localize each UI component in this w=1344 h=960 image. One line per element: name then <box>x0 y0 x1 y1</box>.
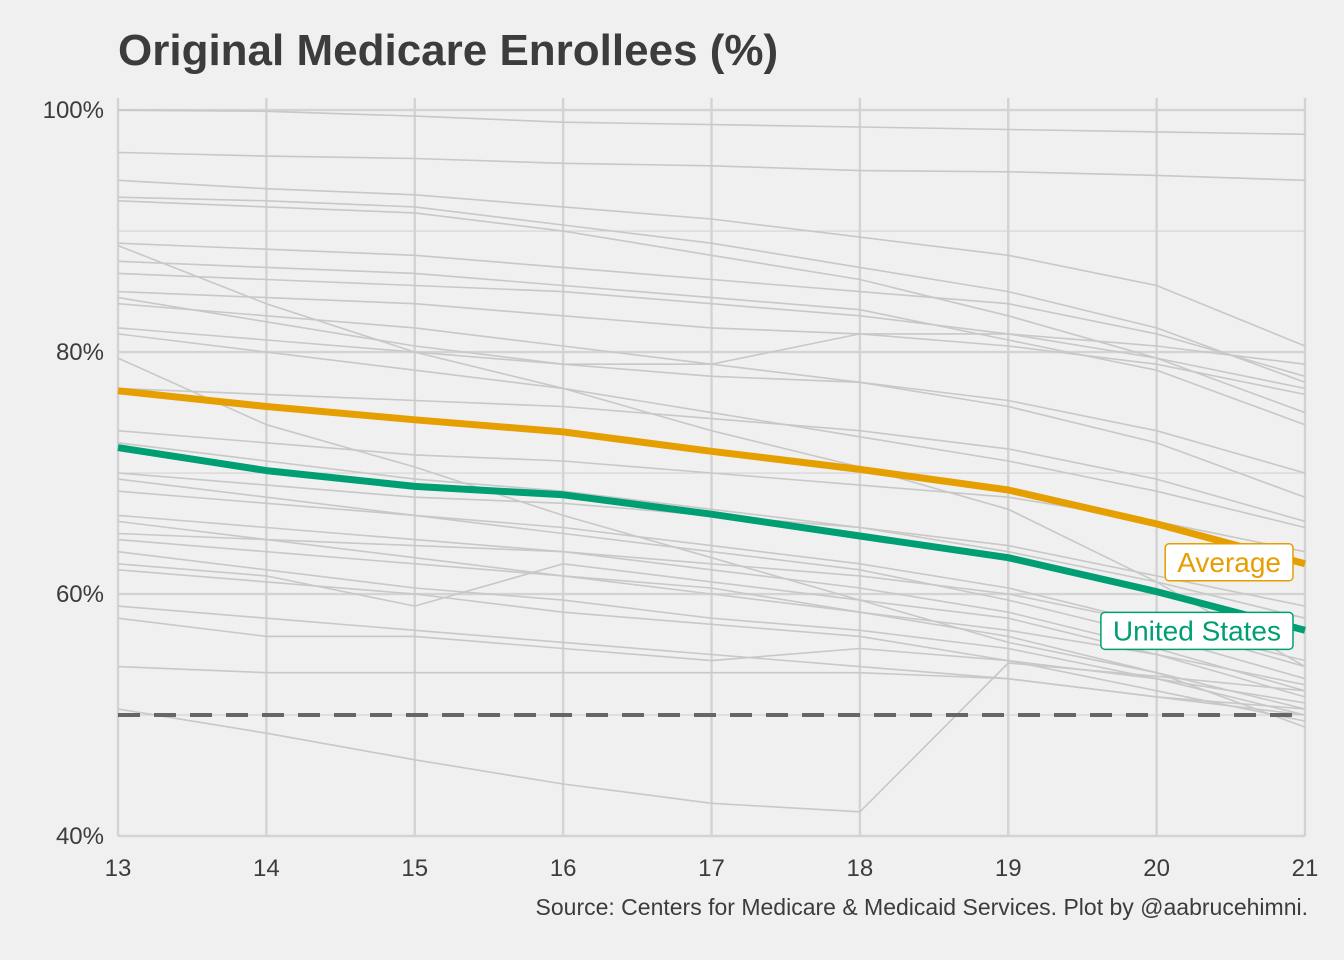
x-tick-label: 17 <box>698 855 725 882</box>
series-line <box>117 272 1306 390</box>
x-tick-label: 13 <box>105 855 132 882</box>
series-line <box>117 569 1306 722</box>
series-label-box <box>1100 611 1294 651</box>
series-line <box>117 290 1306 396</box>
x-tick-label: 19 <box>995 855 1022 882</box>
series-line <box>117 357 1306 728</box>
chart-source: Source: Centers for Medicare & Medicaid … <box>535 894 1308 920</box>
y-tick-label: 100% <box>43 97 104 124</box>
series-line <box>117 327 1306 365</box>
series-line <box>117 200 1306 414</box>
highlight-series-line <box>117 444 1306 634</box>
series-line <box>117 520 1306 710</box>
series-line <box>117 196 1306 384</box>
axes: 40% 60% 80% 100% 13 14 15 16 17 18 19 20 21 <box>43 97 1319 882</box>
series-line <box>117 550 1306 716</box>
series-line <box>117 151 1306 182</box>
series-label: United States <box>1113 615 1281 646</box>
series-line <box>117 387 1306 523</box>
x-tick-label: 18 <box>847 855 874 882</box>
series-label-box <box>1164 543 1294 582</box>
series-label: Average <box>1177 547 1281 578</box>
highlight-series-line <box>117 387 1306 568</box>
x-tick-label: 16 <box>550 855 577 882</box>
x-tick-label: 14 <box>253 855 280 882</box>
series-line <box>117 260 1306 426</box>
series-line <box>117 665 1306 710</box>
series-line <box>117 109 1306 136</box>
y-tick-label: 40% <box>56 823 104 850</box>
highlight-series <box>117 387 1306 634</box>
x-tick-label: 15 <box>401 855 428 882</box>
chart-title: Original Medicare Enrollees (%) <box>118 26 779 75</box>
x-tick-label: 20 <box>1143 855 1170 882</box>
series-line <box>117 662 1306 813</box>
y-tick-label: 60% <box>56 581 104 608</box>
series-labels: Average United States <box>1100 543 1294 651</box>
series-line <box>117 179 1306 347</box>
y-tick-label: 80% <box>56 339 104 366</box>
series-line <box>117 333 1306 529</box>
series-line <box>117 296 1306 474</box>
series-line <box>117 442 1306 619</box>
x-tick-label: 21 <box>1292 855 1319 882</box>
series-line <box>117 242 1306 378</box>
